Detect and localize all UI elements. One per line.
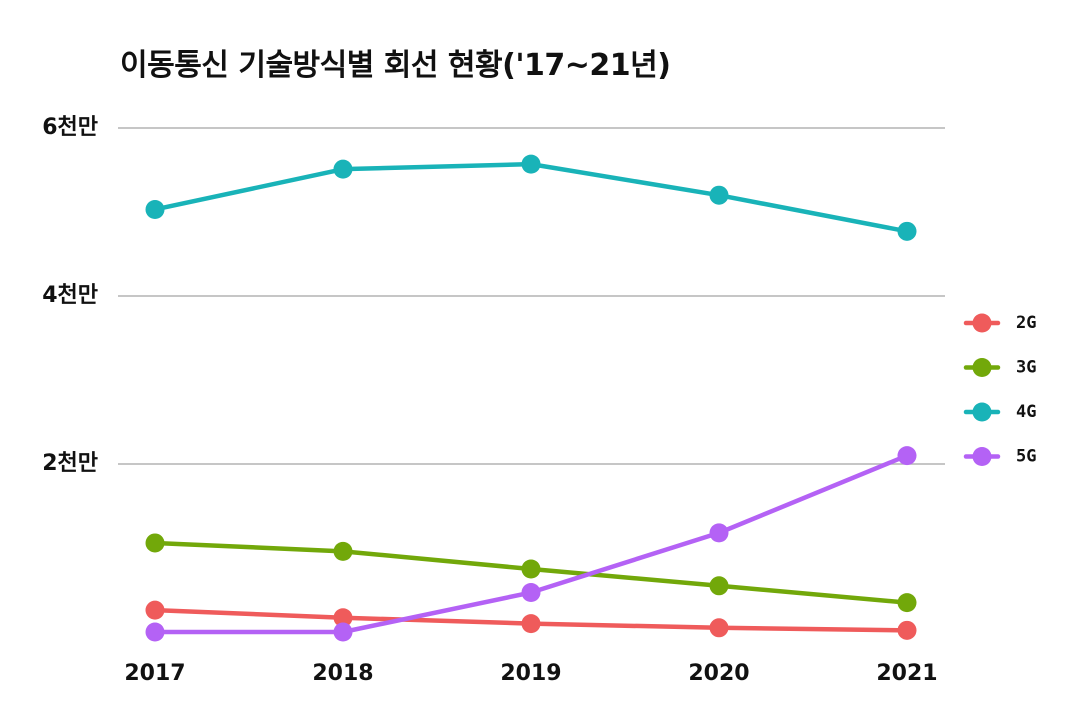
data-point xyxy=(898,593,917,612)
data-point xyxy=(146,200,165,219)
data-point xyxy=(898,446,917,465)
legend-swatch-dot xyxy=(973,447,992,466)
legend: 2G 3G 4G 5G xyxy=(966,313,1036,467)
legend-item-3g: 3G xyxy=(966,358,1036,378)
data-point xyxy=(522,614,541,633)
x-axis-tick-labels: 2017 2018 2019 2020 2021 xyxy=(124,661,937,686)
x-tick-label: 2017 xyxy=(124,661,185,686)
legend-swatch-dot xyxy=(973,358,992,377)
legend-item-5g: 5G xyxy=(966,447,1036,467)
series-lines xyxy=(146,155,917,642)
x-tick-label: 2018 xyxy=(312,661,373,686)
legend-item-2g: 2G xyxy=(966,313,1036,333)
series-line xyxy=(155,164,907,231)
legend-label: 4G xyxy=(1016,402,1036,422)
data-point xyxy=(146,533,165,552)
x-tick-label: 2019 xyxy=(500,661,561,686)
legend-swatch-dot xyxy=(973,403,992,422)
data-point xyxy=(522,155,541,174)
y-tick-label: 6천만 xyxy=(42,115,98,140)
legend-label: 3G xyxy=(1016,358,1036,378)
series-line xyxy=(155,456,907,632)
y-tick-label: 4천만 xyxy=(42,283,98,308)
data-point xyxy=(522,560,541,579)
y-tick-label: 2천만 xyxy=(42,451,98,476)
y-axis-tick-labels: 2천만 4천만 6천만 xyxy=(42,115,98,476)
data-point xyxy=(334,160,353,179)
legend-label: 2G xyxy=(1016,313,1036,333)
data-point xyxy=(334,623,353,642)
data-point xyxy=(898,621,917,640)
data-point xyxy=(146,623,165,642)
legend-label: 5G xyxy=(1016,447,1036,467)
data-point xyxy=(334,542,353,561)
data-point xyxy=(898,222,917,241)
series-4g xyxy=(146,155,917,241)
data-point xyxy=(710,186,729,205)
data-point xyxy=(146,601,165,620)
x-tick-label: 2020 xyxy=(688,661,749,686)
data-point xyxy=(710,576,729,595)
gridlines xyxy=(118,128,945,464)
data-point xyxy=(522,583,541,602)
x-tick-label: 2021 xyxy=(876,661,937,686)
legend-item-4g: 4G xyxy=(966,402,1036,422)
legend-swatch-dot xyxy=(973,314,992,333)
data-point xyxy=(710,523,729,542)
data-point xyxy=(710,618,729,637)
